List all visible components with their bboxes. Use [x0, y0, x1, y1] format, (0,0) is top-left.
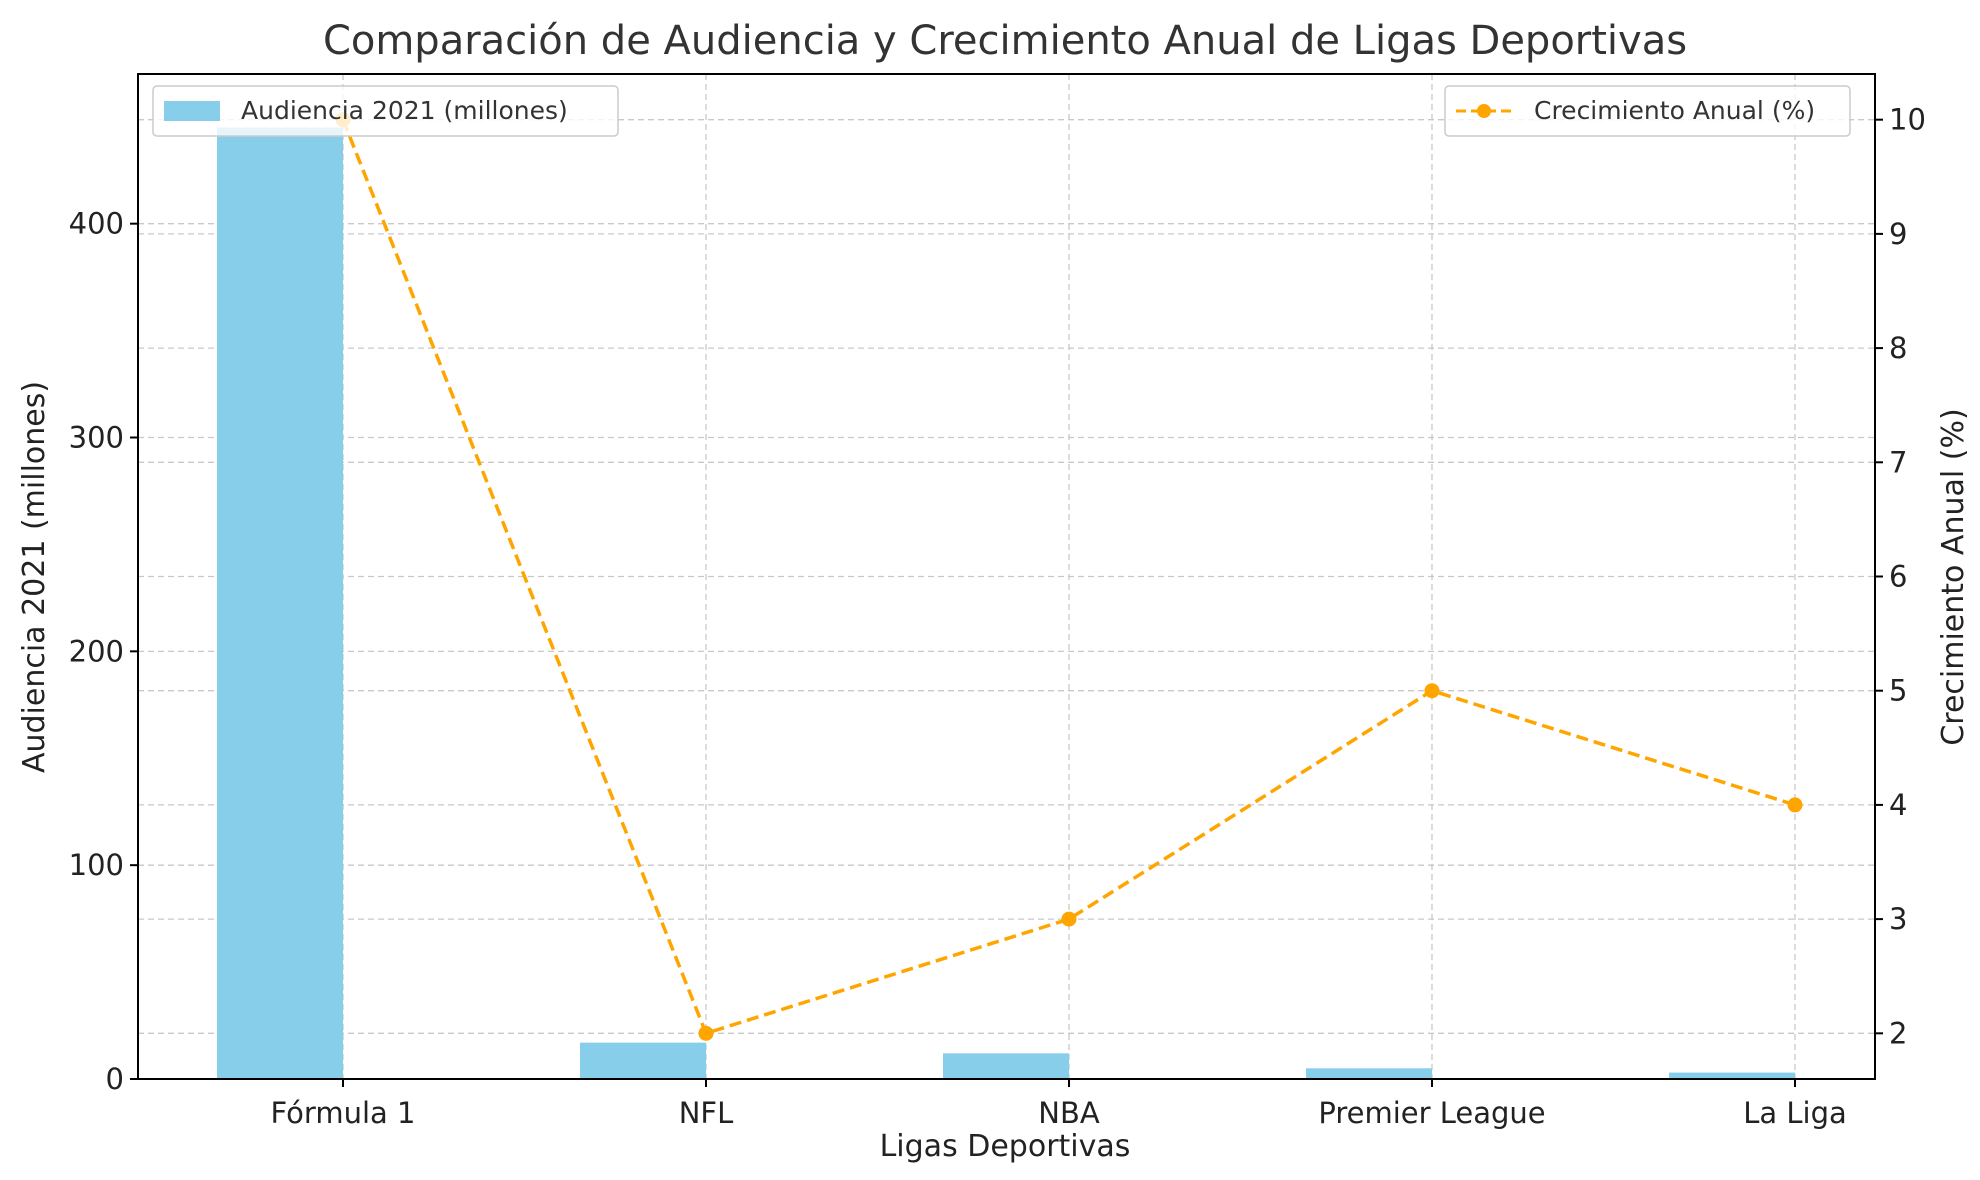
y-right-tick-label: 8	[1889, 331, 1907, 365]
legend-right: Crecimiento Anual (%)	[1444, 85, 1851, 137]
y-axis-left-label: Audiencia 2021 (millones)	[17, 381, 52, 773]
y-axis-left: 0 100 200 300 400	[69, 207, 138, 1096]
x-tick-label: Premier League	[1318, 1096, 1545, 1130]
legend-left: Audiencia 2021 (millones)	[152, 85, 619, 137]
y-left-tick-label: 400	[69, 207, 124, 241]
line-layer	[335, 112, 1803, 1041]
growth-line	[341, 119, 1796, 1036]
growth-point-4	[1424, 683, 1440, 699]
y-right-tick-label: 6	[1889, 560, 1907, 594]
y-left-tick-label: 300	[69, 421, 124, 455]
x-axis: Fórmula 1 NFL NBA Premier League La Liga	[271, 1079, 1847, 1130]
legend-right-label: Crecimiento Anual (%)	[1534, 96, 1815, 125]
bar-3	[943, 1053, 1069, 1079]
x-tick-label: La Liga	[1743, 1096, 1847, 1130]
y-right-tick-label: 5	[1889, 674, 1907, 708]
y-right-tick-label: 3	[1889, 902, 1907, 936]
bar-1	[217, 127, 343, 1079]
bars-layer	[217, 127, 1795, 1079]
growth-point-3	[1061, 911, 1077, 927]
bar-5	[1669, 1072, 1795, 1079]
x-tick-label: NBA	[1038, 1096, 1100, 1130]
legend-right-marker	[1477, 104, 1491, 118]
y-left-tick-label: 0	[106, 1062, 124, 1096]
y-left-tick-label: 200	[69, 634, 124, 668]
legend-left-swatch	[164, 101, 220, 121]
y-right-tick-label: 7	[1889, 445, 1907, 479]
x-tick-label: Fórmula 1	[271, 1096, 416, 1130]
y-right-tick-label: 10	[1889, 103, 1926, 137]
growth-point-2	[698, 1025, 714, 1041]
grid-layer	[138, 74, 1875, 1079]
y-right-tick-label: 2	[1889, 1016, 1907, 1050]
legend-left-frame	[152, 85, 619, 137]
y-axis-right: 2 3 4 5 6 7 8 9 10	[1875, 103, 1926, 1050]
x-axis-label: Ligas Deportivas	[880, 1129, 1131, 1164]
chart-title: Comparación de Audiencia y Crecimiento A…	[323, 18, 1687, 64]
y-left-tick-label: 100	[69, 848, 124, 882]
bar-4	[1306, 1068, 1432, 1079]
bar-2	[580, 1042, 706, 1079]
growth-point-5	[1787, 797, 1803, 813]
y-right-tick-label: 9	[1889, 217, 1907, 251]
x-tick-label: NFL	[679, 1096, 734, 1130]
legend-left-label: Audiencia 2021 (millones)	[241, 96, 568, 125]
y-right-tick-label: 4	[1889, 788, 1907, 822]
y-axis-right-label: Crecimiento Anual (%)	[1936, 408, 1971, 745]
legend-right-frame	[1444, 85, 1851, 137]
